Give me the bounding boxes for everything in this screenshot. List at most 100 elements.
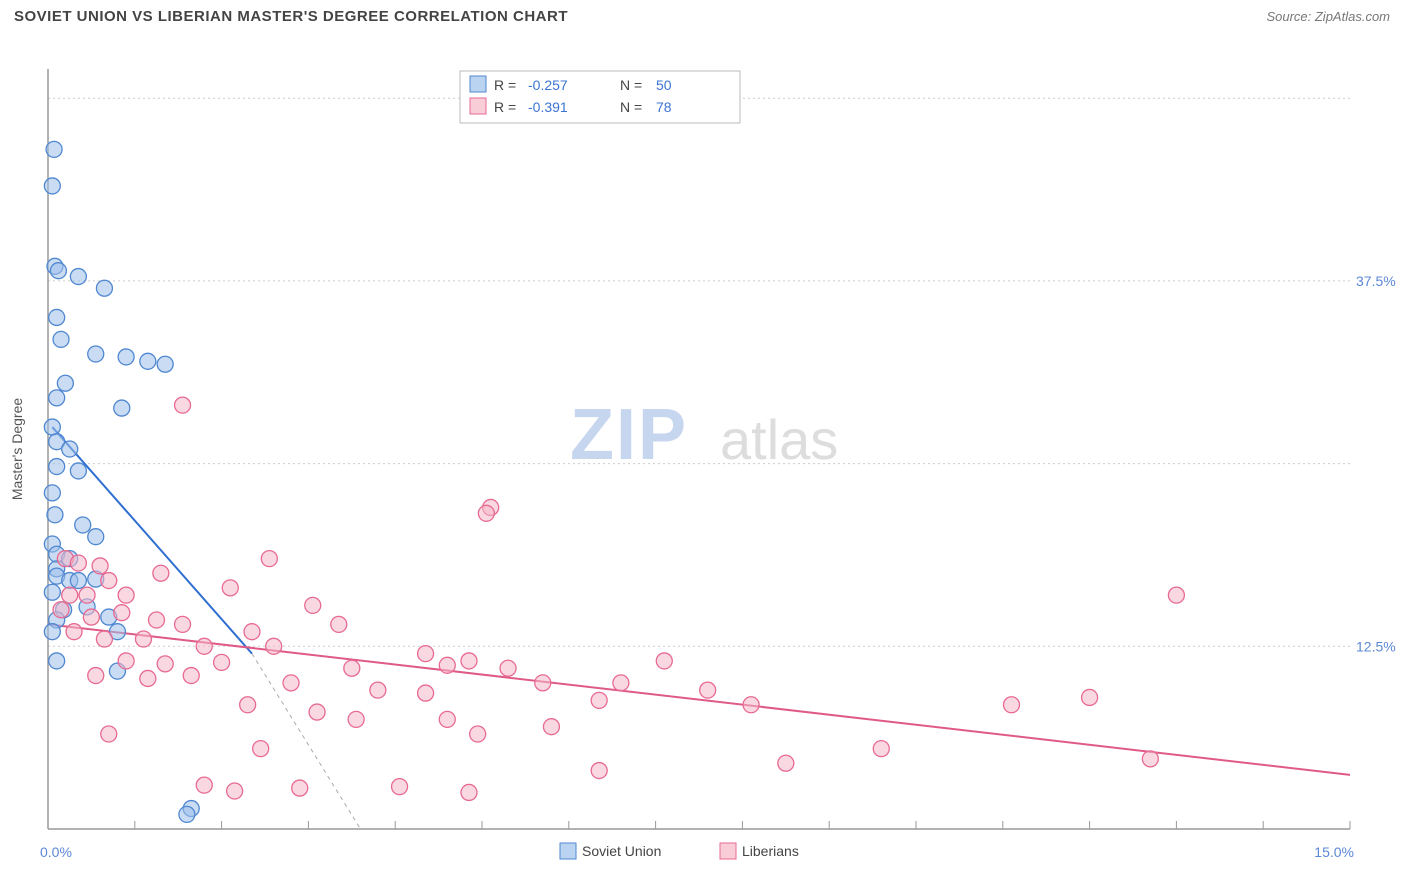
data-point	[1142, 751, 1158, 767]
data-point	[70, 573, 86, 589]
data-point	[157, 356, 173, 372]
data-point	[96, 631, 112, 647]
chart-title: SOVIET UNION VS LIBERIAN MASTER'S DEGREE…	[14, 8, 568, 25]
series-label: Liberians	[742, 843, 799, 859]
data-point	[49, 309, 65, 325]
trend-line-extrapolated	[252, 654, 361, 829]
source-label: Source: ZipAtlas.com	[1266, 9, 1390, 24]
data-point	[62, 587, 78, 603]
series-label: Soviet Union	[582, 843, 661, 859]
data-point	[53, 602, 69, 618]
series-swatch	[720, 843, 736, 859]
data-point	[44, 178, 60, 194]
data-point	[53, 331, 69, 347]
data-point	[439, 711, 455, 727]
data-point	[179, 806, 195, 822]
data-point	[331, 616, 347, 632]
data-point	[1003, 697, 1019, 713]
data-point	[478, 505, 494, 521]
data-point	[49, 390, 65, 406]
data-point	[88, 346, 104, 362]
y-tick-label: 12.5%	[1356, 638, 1396, 654]
data-point	[591, 763, 607, 779]
data-point	[140, 353, 156, 369]
data-point	[57, 375, 73, 391]
data-point	[292, 780, 308, 796]
data-point	[92, 558, 108, 574]
watermark-atlas: atlas	[720, 408, 838, 471]
data-point	[240, 697, 256, 713]
data-point	[118, 653, 134, 669]
data-point	[88, 668, 104, 684]
data-point	[196, 638, 212, 654]
data-point	[49, 653, 65, 669]
data-point	[873, 741, 889, 757]
data-point	[50, 263, 66, 279]
data-point	[535, 675, 551, 691]
data-point	[656, 653, 672, 669]
data-point	[44, 584, 60, 600]
data-point	[44, 419, 60, 435]
data-point	[591, 692, 607, 708]
data-point	[778, 755, 794, 771]
data-point	[183, 668, 199, 684]
data-point	[439, 657, 455, 673]
data-point	[175, 397, 191, 413]
data-point	[70, 269, 86, 285]
scatter-chart: ZIPatlas12.5%37.5%0.0%15.0%Master's Degr…	[0, 29, 1406, 879]
legend-swatch	[470, 76, 486, 92]
data-point	[114, 605, 130, 621]
series-swatch	[560, 843, 576, 859]
data-point	[348, 711, 364, 727]
legend-swatch	[470, 98, 486, 114]
data-point	[44, 485, 60, 501]
data-point	[118, 349, 134, 365]
data-point	[214, 654, 230, 670]
data-point	[470, 726, 486, 742]
y-tick-label: 37.5%	[1356, 273, 1396, 289]
chart-area: ZIPatlas12.5%37.5%0.0%15.0%Master's Degr…	[0, 29, 1406, 879]
legend-n-label: N =	[620, 99, 642, 115]
data-point	[266, 638, 282, 654]
data-point	[101, 573, 117, 589]
legend-n-value: 50	[656, 77, 672, 93]
data-point	[418, 685, 434, 701]
data-point	[46, 141, 62, 157]
x-tick-label: 0.0%	[40, 844, 72, 860]
data-point	[261, 551, 277, 567]
data-point	[49, 459, 65, 475]
data-point	[101, 726, 117, 742]
data-point	[47, 507, 63, 523]
data-point	[309, 704, 325, 720]
data-point	[283, 675, 299, 691]
data-point	[305, 597, 321, 613]
data-point	[418, 646, 434, 662]
data-point	[743, 697, 759, 713]
data-point	[392, 779, 408, 795]
data-point	[344, 660, 360, 676]
data-point	[70, 463, 86, 479]
data-point	[79, 587, 95, 603]
data-point	[153, 565, 169, 581]
data-point	[613, 675, 629, 691]
data-point	[149, 612, 165, 628]
data-point	[227, 783, 243, 799]
data-point	[244, 624, 260, 640]
y-axis-title: Master's Degree	[9, 398, 25, 500]
legend-n-label: N =	[620, 77, 642, 93]
data-point	[118, 587, 134, 603]
data-point	[135, 631, 151, 647]
data-point	[44, 624, 60, 640]
data-point	[700, 682, 716, 698]
data-point	[253, 741, 269, 757]
data-point	[500, 660, 516, 676]
data-point	[196, 777, 212, 793]
data-point	[1168, 587, 1184, 603]
legend-r-label: R =	[494, 99, 516, 115]
data-point	[1082, 689, 1098, 705]
legend-r-value: -0.257	[528, 77, 568, 93]
data-point	[461, 653, 477, 669]
data-point	[370, 682, 386, 698]
data-point	[175, 616, 191, 632]
legend-r-label: R =	[494, 77, 516, 93]
